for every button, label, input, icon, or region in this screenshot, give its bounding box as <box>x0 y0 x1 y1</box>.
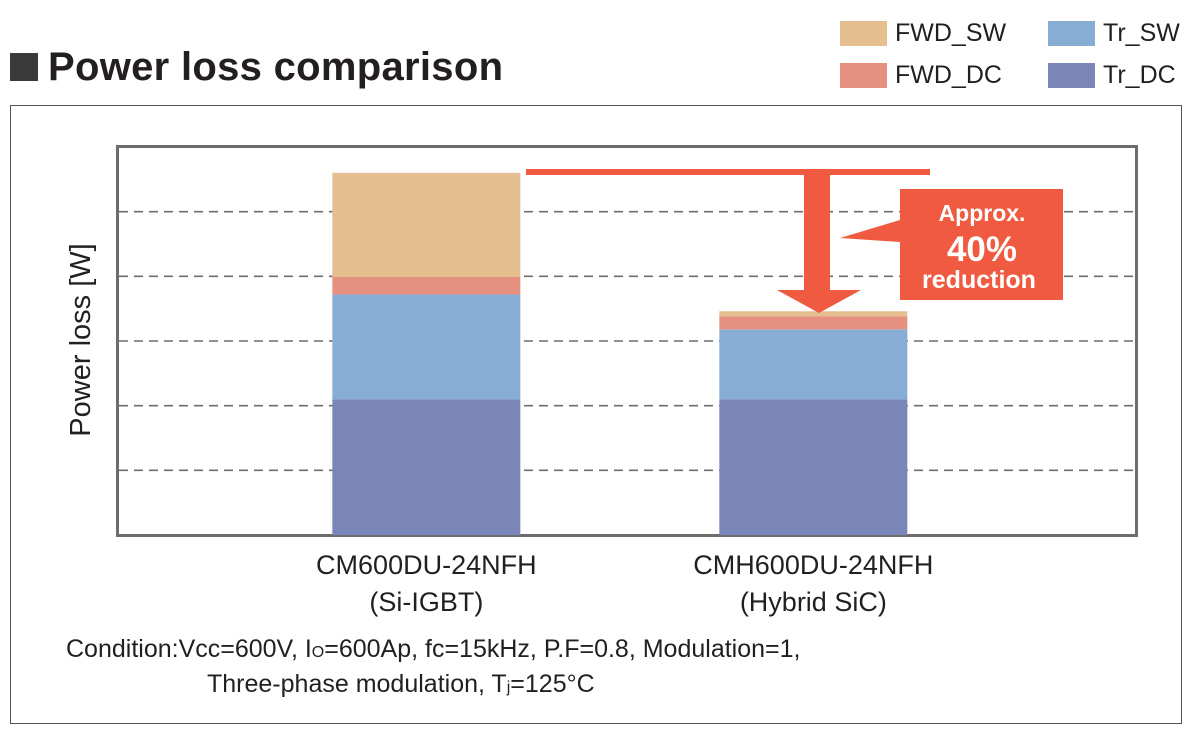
condition-text-1b: =600Ap, fc=15kHz, P.F=0.8, Modulation=1, <box>324 635 801 663</box>
callout-line-percent: 40% <box>947 230 1017 269</box>
callout-box <box>900 189 1063 300</box>
bar-stacks <box>332 172 908 535</box>
x-tick-label: CMH600DU-24NFH <box>693 550 933 580</box>
bar-segment-fwd-sw-1 <box>332 172 521 277</box>
reference-line <box>526 169 930 175</box>
bar-segment-fwd-sw-2 <box>719 311 908 317</box>
bar-segment-fwd-dc-2 <box>719 316 908 330</box>
legend-label-fwd-sw: FWD_SW <box>895 18 1007 47</box>
legend-swatch-fwd-sw <box>840 20 887 46</box>
bar-segment-fwd-dc-1 <box>332 276 521 295</box>
legend-label-fwd-dc: FWD_DC <box>895 60 1002 89</box>
plot-area-border <box>116 145 1138 537</box>
callout-line-reduction: reduction <box>922 266 1036 294</box>
title-square-icon <box>10 53 38 81</box>
arrow-shaft <box>804 169 830 291</box>
title-block: Power loss comparison <box>10 42 503 92</box>
bar-segment-tr-sw-2 <box>719 329 908 400</box>
condition-line-2: Three-phase modulation, Tj=125°C <box>207 670 595 699</box>
condition-text-2a: Three-phase modulation, T <box>207 670 507 698</box>
x-tick-labels: CM600DU-24NFH (Si-IGBT) CMH600DU-24NFH (Hyb… <box>316 550 933 617</box>
x-tick-label: (Hybrid SiC) <box>740 587 887 617</box>
condition-text-1a: Condition:Vcc=600V, I <box>66 635 312 663</box>
legend-swatch-tr-sw <box>1048 20 1095 46</box>
legend-swatch-tr-dc <box>1048 62 1095 88</box>
condition-text-2b: =125°C <box>510 670 595 698</box>
chart-frame <box>10 105 1182 724</box>
legend-swatch-fwd-dc <box>840 62 887 88</box>
legend-item-fwd-sw: FWD_SW <box>840 18 1006 48</box>
legend-item-tr-sw: Tr_SW <box>1048 18 1180 48</box>
x-tick-label: (Si-IGBT) <box>369 587 483 617</box>
legend-item-fwd-dc: FWD_DC <box>840 60 1002 90</box>
x-tick-label: CM600DU-24NFH <box>316 550 537 580</box>
arrow-head-icon <box>777 290 861 313</box>
callout-line-approx: Approx. <box>939 200 1026 226</box>
chart-title: Power loss comparison <box>48 44 504 89</box>
condition-sub-o: O <box>311 644 325 661</box>
bar-segment-tr-dc-1 <box>332 399 521 535</box>
callout-pointer <box>840 220 900 242</box>
bar-segment-tr-dc-2 <box>719 399 908 535</box>
condition-line-1: Condition:Vcc=600V, IO=600Ap, fc=15kHz, … <box>66 635 800 664</box>
legend-item-tr-dc: Tr_DC <box>1048 60 1176 90</box>
legend-label-tr-sw: Tr_SW <box>1103 18 1180 47</box>
reduction-annotation: Approx. 40% reduction <box>526 169 1063 313</box>
legend-label-tr-dc: Tr_DC <box>1103 60 1176 89</box>
y-axis-label: Power loss [W] <box>65 243 97 436</box>
condition-sub-j: j <box>506 679 511 696</box>
bar-segment-tr-sw-1 <box>332 294 521 400</box>
